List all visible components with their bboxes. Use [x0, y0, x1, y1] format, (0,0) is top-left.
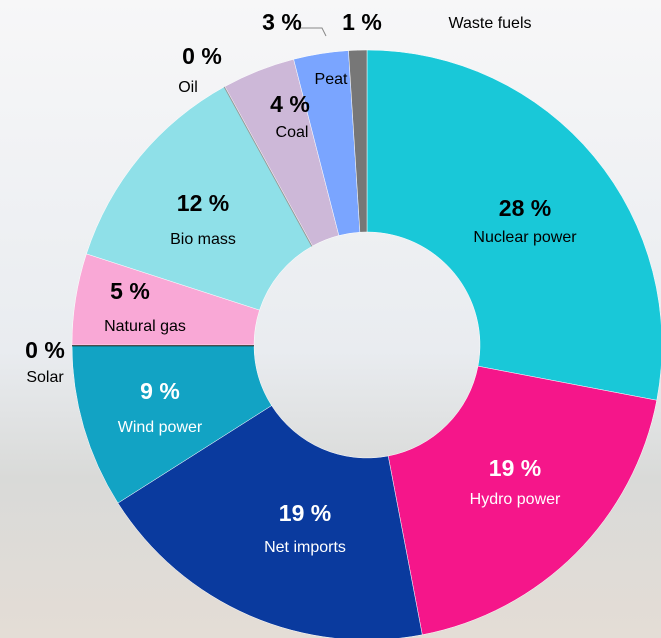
slice-label: Oil: [178, 79, 198, 96]
slice-label: Hydro power: [470, 491, 561, 508]
slice: [387, 365, 658, 636]
value-label: 0 %: [182, 43, 222, 69]
value-label: 1 %: [342, 9, 382, 35]
value-label: 28 %: [499, 195, 551, 221]
value-label: 4 %: [270, 91, 310, 117]
value-label: 19 %: [279, 500, 331, 526]
value-label: 5 %: [110, 278, 150, 304]
slice-label: Coal: [276, 124, 309, 141]
value-label: 0 %: [25, 337, 65, 363]
slice-label: Net imports: [264, 539, 346, 556]
slice-label: Waste fuels: [449, 15, 532, 32]
slice-label: Natural gas: [104, 318, 186, 335]
slice-label: Bio mass: [170, 231, 236, 248]
value-label: 3 %: [262, 9, 302, 35]
slice-label: Peat: [315, 71, 348, 88]
slice-label: Solar: [26, 369, 64, 386]
value-label: 9 %: [140, 378, 180, 404]
slice: [366, 49, 661, 401]
leader-line: [300, 27, 327, 37]
slice: [117, 405, 423, 638]
slice-label: Wind power: [118, 419, 203, 436]
value-label: 12 %: [177, 190, 229, 216]
slice: [348, 49, 368, 233]
value-label: 19 %: [489, 455, 541, 481]
slice-label: Nuclear power: [473, 229, 577, 246]
slice: [86, 86, 313, 311]
